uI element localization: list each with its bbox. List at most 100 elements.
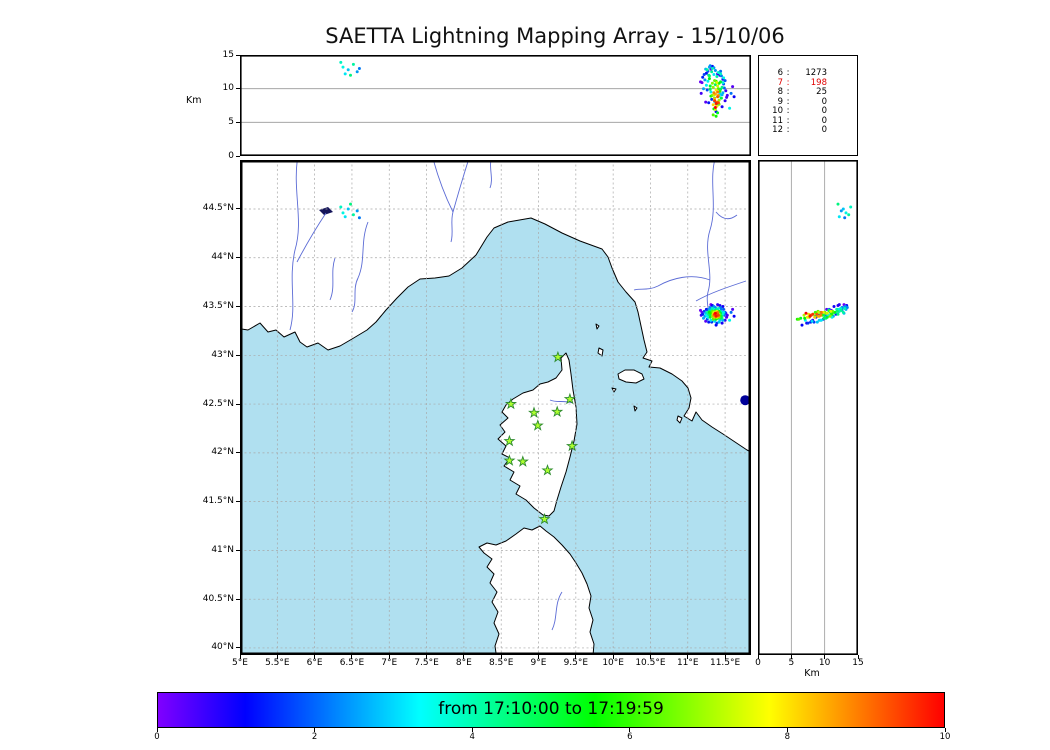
lightning-source-point [716,84,720,88]
lightning-source-point [839,308,843,312]
lightning-source-point [711,85,715,89]
lightning-source-point [847,213,851,217]
tick-mark [314,728,316,732]
station-count-value: 198 [810,77,827,88]
lightning-source-point [839,209,843,213]
tick-mark [156,728,158,732]
lightning-source-point [729,91,733,95]
colorbar: from 17:10:00 to 17:19:59 [157,692,945,728]
altitude-latitude-panel [758,160,858,655]
lightning-source-point [718,89,722,93]
lightning-source-point [837,215,841,219]
alt-tick-label: 0 [228,150,234,161]
station-count-colon: : [786,77,790,88]
station-count-n: 10 [772,106,783,117]
station-count-n: 9 [777,96,783,107]
altitude-longitude-plot [240,55,751,156]
tick-mark [575,655,577,659]
lightning-source-point [719,96,723,100]
station-count-colon: : [786,115,790,126]
lightning-source-point [716,111,720,115]
lightning-source-point [804,311,808,315]
lightning-source-point [343,72,347,76]
station-count-value: 0 [821,106,827,117]
lon-tick-label: 5°E [232,658,248,668]
lightning-source-point [719,72,723,76]
alt-tick-label: 0 [755,658,761,668]
lightning-source-point [704,100,708,104]
altitude-axis-unit-top: Km [186,95,202,106]
tick-mark [236,549,240,551]
panel-frame [758,160,858,655]
lightning-source-point [815,320,819,324]
lon-tick-label: 9°E [530,658,547,668]
river-golo [549,399,574,404]
lightning-source-point [710,81,714,85]
lightning-source-point [341,65,345,69]
lightning-source-point [825,315,829,319]
lightning-source-point [713,106,717,109]
lightning-source-point [700,81,704,85]
station-count-value: 0 [821,96,827,107]
lat-tick-label: 41.5°N [202,496,234,507]
lightning-source-point [815,312,819,316]
lightning-source-point [709,90,713,94]
lightning-source-point [349,202,352,206]
lightning-source-point [732,314,736,318]
station-count-row: 11: 0 [769,115,851,127]
station-count-row: 12: 0 [769,126,851,136]
altitude-axis-unit-right: Km [804,668,820,679]
lightning-source-point [836,304,840,307]
lightning-source-point [720,105,724,109]
river-france-1 [351,221,369,313]
tick-mark [724,655,726,659]
lightning-source-point [712,73,716,76]
tick-mark [790,655,792,659]
lightning-source-point [822,316,826,320]
lightning-source-point [715,75,719,78]
lightning-source-point [725,93,729,97]
lightning-source-point [803,316,807,320]
station-count-colon: : [786,87,790,98]
lightning-source-point [835,309,839,313]
tick-mark [757,655,759,659]
lightning-source-point [813,315,817,319]
alt-tick-label: 10 [222,83,234,94]
lightning-source-point [716,313,720,317]
lma-station-star [541,464,554,476]
lightning-source-point [732,95,736,99]
lightning-source-point [825,311,829,315]
river-tiber [706,160,716,321]
alt-tick-label: 5 [788,658,795,668]
lma-station-star [503,434,516,447]
lightning-source-point [723,318,727,322]
lightning-source-point [808,314,812,318]
lightning-source-point [843,307,847,310]
lightning-source-point [343,215,347,219]
river-arno [633,276,711,291]
lightning-source-point [701,312,705,316]
station-count-colon: : [786,96,790,107]
lma-station-star [516,455,529,467]
lightning-source-point [706,79,710,83]
lightning-source-point [731,85,735,89]
lightning-source-point [711,103,715,107]
blue-dot-marker [740,395,751,406]
lightning-source-point [716,71,720,74]
tick-mark [500,655,502,659]
lightning-source-point [729,310,733,314]
lightning-source-point [701,75,705,79]
lightning-source-point [728,106,732,110]
lightning-source-point [836,202,840,206]
lightning-source-point [844,211,848,215]
lon-tick-label: 7°E [381,658,398,668]
lma-station-star [528,406,541,419]
lat-tick-label: 40°N [211,642,234,653]
river-france-2 [329,257,336,301]
lightning-source-point [355,70,359,74]
tick-mark [236,403,240,405]
lightning-source-point [722,76,726,80]
land-areas [240,160,751,655]
lightning-source-point [715,81,719,85]
